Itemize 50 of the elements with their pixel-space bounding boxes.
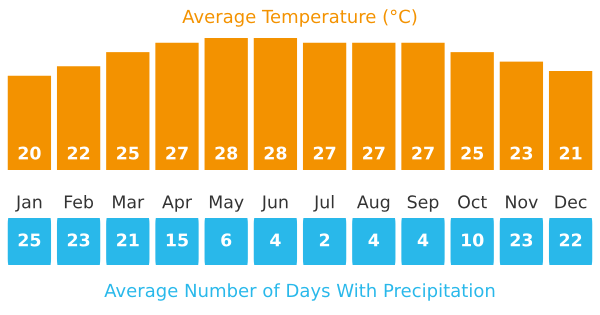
- data-label: 22: [560, 233, 582, 246]
- x-tick-label: Jan: [15, 196, 42, 212]
- x-tick-label: Jul: [313, 195, 334, 212]
- data-label: 22: [68, 146, 90, 160]
- bar: [254, 38, 298, 170]
- bar: [106, 52, 150, 170]
- data-label: 4: [368, 234, 380, 246]
- x-tick-label: Apr: [162, 196, 192, 212]
- data-label: 28: [264, 146, 286, 160]
- bar: [204, 38, 248, 170]
- data-label: 6: [221, 233, 232, 247]
- x-tick-label: Nov: [506, 196, 538, 208]
- data-label: 23: [510, 233, 532, 247]
- data-label: 27: [314, 146, 336, 160]
- data-label: 21: [560, 146, 582, 160]
- bar: [352, 42, 396, 170]
- data-label: 27: [363, 146, 384, 160]
- x-tick-label: May: [210, 196, 244, 212]
- bar: [548, 71, 592, 170]
- data-label: 27: [166, 146, 188, 160]
- x-tick-label: Sep: [408, 195, 438, 212]
- data-label: 20: [18, 146, 41, 160]
- data-label: 15: [166, 234, 188, 247]
- data-label: 23: [510, 146, 532, 160]
- x-tick-label: Dec: [556, 196, 586, 208]
- data-label: 10: [462, 233, 484, 247]
- data-label: 27: [412, 146, 434, 160]
- data-label: 25: [18, 233, 40, 247]
- data-label: 21: [117, 233, 139, 246]
- x-tick-label: Oct: [458, 195, 487, 208]
- x-tick-label: Aug: [356, 196, 390, 212]
- data-label: 25: [117, 146, 139, 160]
- x-tick-label: Mar: [113, 196, 144, 208]
- bar: [500, 62, 544, 170]
- data-label: 28: [215, 146, 238, 160]
- data-label: 23: [68, 233, 90, 247]
- text: Average Number of Days With Precipitation: [104, 283, 494, 301]
- bar: [401, 42, 445, 170]
- x-tick-label: Feb: [64, 195, 94, 208]
- chart-title: Average Temperature (°C): [182, 9, 416, 27]
- data-label: 25: [461, 146, 484, 160]
- data-label: 4: [270, 234, 281, 246]
- data-label: 4: [418, 234, 428, 246]
- data-label: 2: [320, 233, 330, 246]
- bar: [155, 42, 199, 170]
- bar: [56, 66, 100, 170]
- bar: [302, 42, 346, 170]
- bar: [8, 76, 52, 170]
- bar: [450, 52, 494, 170]
- x-tick-label: Jun: [260, 196, 288, 212]
